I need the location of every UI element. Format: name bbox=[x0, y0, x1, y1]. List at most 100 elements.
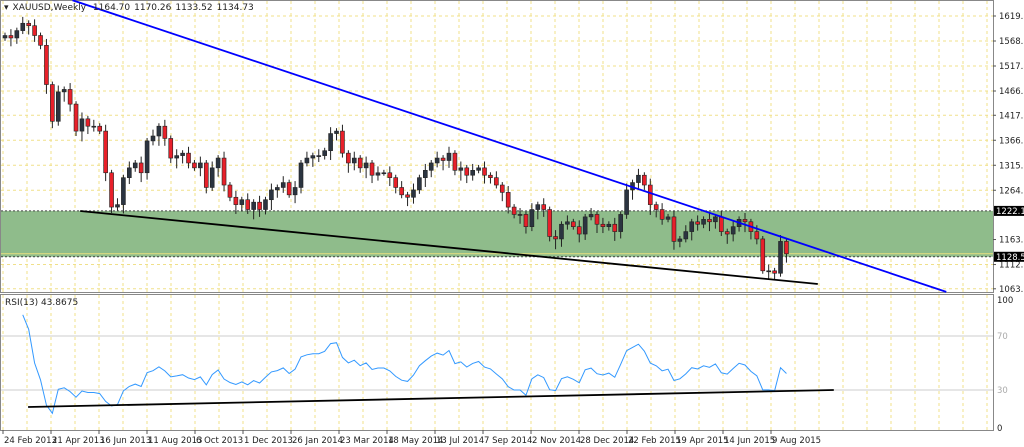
candle-bearish bbox=[257, 201, 262, 210]
candle-bearish bbox=[576, 226, 582, 235]
candle-bullish bbox=[363, 162, 369, 169]
candle-bullish bbox=[417, 177, 422, 191]
candle-bearish bbox=[85, 118, 91, 127]
candle-bearish bbox=[138, 162, 144, 174]
blue-trendline bbox=[72, 0, 947, 293]
candle-bearish bbox=[707, 219, 712, 223]
candle-bullish bbox=[310, 155, 316, 159]
price-marker-label: 1222.19 bbox=[996, 207, 1024, 217]
date-tick-label: 24 Feb 2013 bbox=[4, 436, 57, 446]
candle-bullish bbox=[263, 199, 268, 210]
candle-bearish bbox=[26, 22, 31, 27]
price-marker-bg bbox=[994, 251, 1024, 262]
candle-bullish bbox=[121, 177, 126, 205]
black-trendline bbox=[80, 210, 818, 285]
candle-bearish bbox=[505, 192, 511, 208]
candle-bullish bbox=[582, 216, 588, 235]
candle-bullish bbox=[304, 157, 310, 164]
date-tick-label: 1 Dec 2013 bbox=[244, 436, 293, 446]
candle-bullish bbox=[127, 167, 132, 178]
ohlc-open: 1164.70 bbox=[92, 3, 131, 13]
candle-bearish bbox=[511, 206, 517, 215]
candle-bearish bbox=[440, 157, 446, 161]
rsi-tick-label: 70 bbox=[997, 332, 1008, 342]
candle-bearish bbox=[772, 270, 777, 274]
candle-bearish bbox=[742, 219, 748, 223]
candle-bullish bbox=[150, 135, 156, 142]
candle-bearish bbox=[109, 172, 114, 208]
candle-bearish bbox=[571, 221, 576, 227]
candle-bullish bbox=[275, 187, 280, 191]
date-tick-label: 23 Mar 2014 bbox=[340, 436, 394, 446]
candle-bearish bbox=[38, 35, 43, 46]
price-tick-label: 1264.30 bbox=[999, 186, 1024, 196]
rsi-trendline bbox=[28, 389, 834, 408]
candle-bullish bbox=[375, 172, 381, 176]
rsi-tick-label: 0 bbox=[997, 424, 1002, 434]
candle-bullish bbox=[381, 172, 387, 175]
candle-bullish bbox=[411, 189, 416, 198]
candle-bullish bbox=[215, 157, 221, 169]
ohlc-high: 1170.26 bbox=[134, 3, 172, 13]
candle-bearish bbox=[488, 174, 493, 178]
candle-bearish bbox=[647, 184, 653, 205]
candle-bearish bbox=[162, 125, 168, 139]
date-tick-label: 6 Oct 2013 bbox=[196, 436, 243, 446]
date-tick-label: 26 Jan 2014 bbox=[292, 436, 343, 446]
candle-bullish bbox=[778, 241, 783, 274]
candle-bearish bbox=[612, 223, 618, 232]
price-tick-label: 1163.80 bbox=[999, 236, 1024, 246]
candle-bullish bbox=[298, 162, 304, 188]
price-marker-bg bbox=[994, 205, 1024, 216]
candle-bullish bbox=[446, 152, 452, 161]
rsi-line bbox=[22, 314, 787, 415]
candle-bearish bbox=[346, 152, 351, 164]
date-tick-label: 14 Jun 2015 bbox=[724, 436, 775, 446]
candle-bearish bbox=[464, 167, 470, 176]
candle-bearish bbox=[405, 194, 410, 198]
price-tick-label: 1315.30 bbox=[999, 161, 1024, 171]
candle-bullish bbox=[198, 162, 203, 169]
date-tick-label: 7 Sep 2014 bbox=[484, 436, 532, 446]
chart-header: ▾ XAUUSD,Weekly 1164.70 1170.26 1133.52 1134… bbox=[4, 3, 258, 13]
price-tick-label: 1417.30 bbox=[999, 111, 1024, 121]
rsi-tick-label: 30 bbox=[997, 386, 1008, 396]
support-zone bbox=[1, 210, 993, 257]
price-tick-label: 1366.30 bbox=[999, 136, 1024, 146]
candle-bullish bbox=[470, 170, 475, 176]
candle-bullish bbox=[209, 167, 215, 188]
candle-bullish bbox=[624, 189, 629, 215]
candle-bullish bbox=[14, 30, 20, 39]
date-tick-label: 19 Apr 2015 bbox=[676, 436, 729, 446]
candle-bullish bbox=[280, 182, 286, 188]
date-tick-label: 9 Aug 2015 bbox=[772, 436, 821, 446]
candle-bullish bbox=[730, 226, 736, 235]
candle-bearish bbox=[499, 184, 505, 193]
date-tick-label: 21 Apr 2013 bbox=[52, 436, 105, 446]
candle-bullish bbox=[115, 204, 120, 208]
candle-bullish bbox=[683, 231, 689, 240]
candle-bearish bbox=[642, 174, 647, 186]
price-tick-label: 1063.30 bbox=[999, 285, 1024, 295]
candle-bearish bbox=[8, 35, 14, 39]
candle-bullish bbox=[180, 152, 185, 156]
candle-bearish bbox=[452, 152, 458, 171]
candle-bearish bbox=[73, 103, 79, 132]
date-tick-label: 16 Jun 2013 bbox=[100, 436, 151, 446]
ohlc-low: 1133.52 bbox=[175, 3, 213, 13]
candle-bullish bbox=[423, 170, 428, 178]
candle-bullish bbox=[156, 125, 162, 137]
candle-bearish bbox=[399, 187, 404, 196]
candle-bearish bbox=[659, 209, 665, 220]
candle-bullish bbox=[677, 238, 683, 242]
candle-bearish bbox=[32, 25, 37, 36]
dropdown-arrow-icon[interactable]: ▾ bbox=[4, 3, 9, 13]
candle-bullish bbox=[251, 201, 256, 210]
date-tick-label: 18 May 2014 bbox=[388, 436, 443, 446]
candle-bullish bbox=[322, 150, 327, 156]
candle-bullish bbox=[476, 167, 481, 171]
candle-bullish bbox=[428, 162, 434, 171]
candle-bullish bbox=[618, 214, 623, 232]
candle-bearish bbox=[186, 152, 191, 164]
